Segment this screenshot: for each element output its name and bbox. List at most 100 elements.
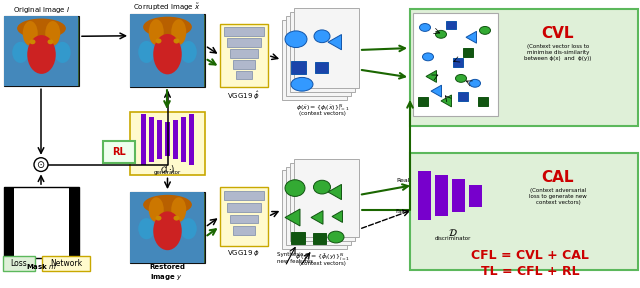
FancyBboxPatch shape <box>290 163 355 241</box>
Ellipse shape <box>29 39 35 44</box>
Ellipse shape <box>285 180 305 196</box>
Text: RL: RL <box>112 147 126 157</box>
Ellipse shape <box>456 75 467 82</box>
Text: discriminator: discriminator <box>435 236 471 241</box>
Text: CAL: CAL <box>541 170 574 185</box>
FancyBboxPatch shape <box>4 16 79 86</box>
FancyBboxPatch shape <box>130 14 205 87</box>
FancyBboxPatch shape <box>452 179 465 212</box>
Text: Real: Real <box>397 178 410 183</box>
FancyBboxPatch shape <box>220 187 268 246</box>
Ellipse shape <box>180 41 196 63</box>
Text: Synthesis of: Synthesis of <box>277 252 310 257</box>
Ellipse shape <box>173 216 179 221</box>
Ellipse shape <box>180 218 196 239</box>
FancyBboxPatch shape <box>4 16 41 86</box>
FancyBboxPatch shape <box>4 187 79 258</box>
Ellipse shape <box>435 31 447 38</box>
FancyBboxPatch shape <box>446 21 456 29</box>
Ellipse shape <box>314 180 330 194</box>
Text: VGG19 $\phi$: VGG19 $\phi$ <box>227 248 260 258</box>
Text: $\phi'(y)=\{\hat{\phi}_l(y)\}_{l=1}^N$: $\phi'(y)=\{\hat{\phi}_l(y)\}_{l=1}^N$ <box>295 252 350 263</box>
FancyBboxPatch shape <box>167 14 204 87</box>
FancyBboxPatch shape <box>453 58 463 67</box>
Text: CVL: CVL <box>541 26 574 41</box>
Ellipse shape <box>138 218 155 239</box>
Text: $\mathcal{G}(\cdot)$: $\mathcal{G}(\cdot)$ <box>160 163 175 175</box>
FancyBboxPatch shape <box>294 8 359 88</box>
FancyBboxPatch shape <box>282 170 347 249</box>
FancyBboxPatch shape <box>418 171 431 220</box>
FancyBboxPatch shape <box>290 12 355 92</box>
Ellipse shape <box>148 197 164 222</box>
Ellipse shape <box>291 77 313 91</box>
FancyBboxPatch shape <box>291 232 305 244</box>
FancyBboxPatch shape <box>463 48 473 57</box>
Ellipse shape <box>285 31 307 48</box>
FancyBboxPatch shape <box>167 192 204 263</box>
FancyBboxPatch shape <box>435 175 448 217</box>
FancyBboxPatch shape <box>230 49 258 58</box>
Ellipse shape <box>148 19 164 45</box>
Ellipse shape <box>314 30 330 43</box>
FancyBboxPatch shape <box>181 117 186 162</box>
FancyBboxPatch shape <box>149 117 154 162</box>
FancyBboxPatch shape <box>478 97 488 106</box>
Ellipse shape <box>422 53 433 61</box>
FancyBboxPatch shape <box>418 97 428 106</box>
Text: new features: new features <box>277 259 313 264</box>
FancyBboxPatch shape <box>315 62 328 73</box>
FancyBboxPatch shape <box>469 185 482 207</box>
FancyBboxPatch shape <box>230 215 258 223</box>
Ellipse shape <box>17 18 66 38</box>
FancyBboxPatch shape <box>227 203 261 212</box>
FancyBboxPatch shape <box>3 256 35 271</box>
FancyBboxPatch shape <box>157 120 162 159</box>
Ellipse shape <box>479 26 490 34</box>
Ellipse shape <box>12 42 29 63</box>
FancyBboxPatch shape <box>282 20 347 100</box>
FancyBboxPatch shape <box>224 191 264 200</box>
Circle shape <box>34 158 48 171</box>
Text: generator: generator <box>154 170 181 175</box>
Ellipse shape <box>172 197 186 222</box>
FancyBboxPatch shape <box>413 13 498 115</box>
FancyBboxPatch shape <box>103 141 135 163</box>
Text: CFL = CVL + CAL: CFL = CVL + CAL <box>471 249 589 262</box>
Text: Restored
Image $y$: Restored Image $y$ <box>149 264 185 282</box>
Ellipse shape <box>153 34 182 74</box>
FancyBboxPatch shape <box>130 192 167 263</box>
Text: Original Image $I$: Original Image $I$ <box>13 5 70 15</box>
FancyBboxPatch shape <box>130 14 167 87</box>
Text: Mask $m$: Mask $m$ <box>26 262 57 270</box>
FancyBboxPatch shape <box>130 112 205 175</box>
Ellipse shape <box>328 231 344 243</box>
FancyBboxPatch shape <box>42 256 90 271</box>
Text: TL = CFL + RL: TL = CFL + RL <box>481 266 579 278</box>
Text: $\phi(\tilde{x})=\{\phi_l(\tilde{x})\}_{l=1}^N$: $\phi(\tilde{x})=\{\phi_l(\tilde{x})\}_{… <box>296 102 349 113</box>
Ellipse shape <box>138 41 155 63</box>
FancyBboxPatch shape <box>69 187 79 258</box>
FancyBboxPatch shape <box>410 153 638 270</box>
FancyBboxPatch shape <box>410 9 638 126</box>
Text: (context vectors): (context vectors) <box>299 261 346 266</box>
Ellipse shape <box>45 21 60 46</box>
FancyBboxPatch shape <box>286 166 351 245</box>
Ellipse shape <box>23 21 38 46</box>
Text: VGG19 $\hat{\phi}$: VGG19 $\hat{\phi}$ <box>227 89 260 102</box>
FancyBboxPatch shape <box>41 16 78 86</box>
Text: Fake: Fake <box>396 209 410 214</box>
Ellipse shape <box>470 79 481 87</box>
FancyBboxPatch shape <box>227 38 261 47</box>
Ellipse shape <box>47 39 54 44</box>
FancyBboxPatch shape <box>233 60 255 69</box>
FancyBboxPatch shape <box>236 71 252 79</box>
FancyBboxPatch shape <box>286 16 351 96</box>
FancyBboxPatch shape <box>130 192 205 263</box>
FancyBboxPatch shape <box>291 61 306 75</box>
Text: Corrupted Image $\tilde{x}$: Corrupted Image $\tilde{x}$ <box>133 1 201 13</box>
FancyBboxPatch shape <box>141 114 146 164</box>
FancyBboxPatch shape <box>458 92 468 101</box>
Ellipse shape <box>143 195 192 215</box>
Text: Loss: Loss <box>11 259 28 268</box>
